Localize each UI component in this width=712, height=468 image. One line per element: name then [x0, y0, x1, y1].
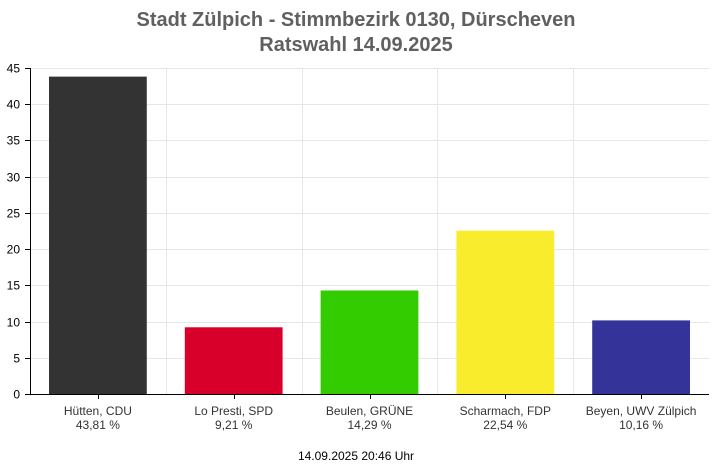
- y-tick-label: 40: [7, 98, 21, 112]
- value-label: 43,81 %: [76, 418, 120, 432]
- category-label: Beyen, UWV Zülpich: [586, 404, 697, 418]
- category-label: Beulen, GRÜNE: [326, 404, 413, 418]
- bar: [456, 230, 555, 394]
- y-tick-label: 35: [7, 134, 21, 148]
- bar: [184, 327, 283, 394]
- category-label: Scharmach, FDP: [460, 404, 551, 418]
- category-label: Lo Presti, SPD: [194, 404, 273, 418]
- bar: [592, 320, 690, 394]
- value-label: 14,29 %: [347, 418, 391, 432]
- y-tick-label: 5: [13, 352, 20, 366]
- y-tick-label: 10: [7, 316, 21, 330]
- y-tick-label: 30: [7, 171, 21, 185]
- bar: [320, 290, 419, 394]
- chart-title: Stadt Zülpich - Stimmbezirk 0130, Dürsch…: [136, 9, 576, 31]
- category-label: Hütten, CDU: [64, 404, 132, 418]
- y-tick-label: 45: [7, 62, 21, 76]
- value-label: 22,54 %: [483, 418, 527, 432]
- chart-subtitle: Ratswahl 14.09.2025: [259, 34, 453, 56]
- value-label: 9,21 %: [215, 418, 253, 432]
- y-tick-label: 20: [7, 243, 21, 257]
- y-tick-label: 0: [13, 388, 20, 402]
- y-tick-label: 15: [7, 279, 21, 293]
- bar: [49, 76, 147, 395]
- value-label: 10,16 %: [619, 418, 663, 432]
- y-tick-label: 25: [7, 207, 21, 221]
- timestamp: 14.09.2025 20:46 Uhr: [297, 449, 415, 463]
